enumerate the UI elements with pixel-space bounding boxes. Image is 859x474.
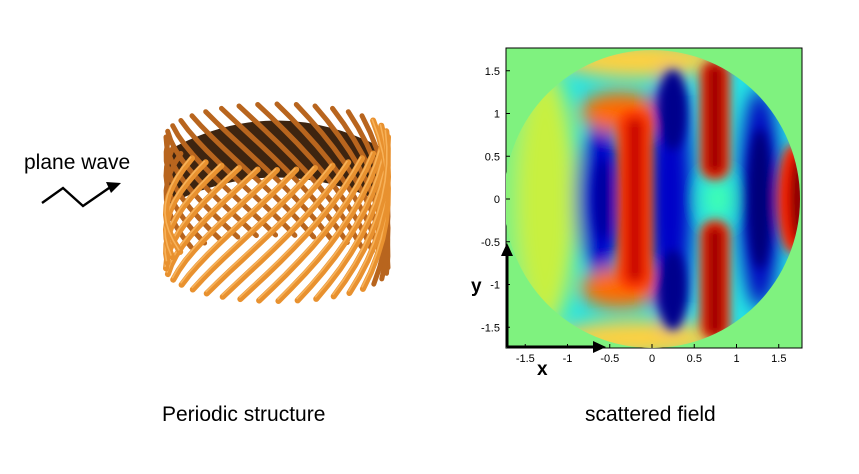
periodic-structure-illustration <box>162 101 392 304</box>
x-tick-label: 1 <box>733 353 739 365</box>
y-tick-label: 0 <box>494 194 500 206</box>
x-tick-label: 0.5 <box>687 353 702 365</box>
helical-strip <box>165 128 259 239</box>
x-arrow-head-icon <box>593 341 606 353</box>
right-caption: scattered field <box>585 403 716 426</box>
helical-strip <box>294 139 390 304</box>
helical-strip-highlight <box>164 156 192 251</box>
front-strips <box>162 117 392 304</box>
helical-strip-highlight <box>221 160 348 296</box>
scattered-field-plot: 1.5 1 0.5 0 -0.5 -1 -1.5 -1.5 -1 -0.5 0 0.5 1 1.5 <box>481 47 803 365</box>
helical-strip-highlight <box>205 163 333 293</box>
x-tick-label: 0 <box>649 353 655 365</box>
y-tick-label: -1.5 <box>481 322 500 334</box>
helical-strip-highlight <box>179 167 296 284</box>
helical-strip <box>219 159 352 300</box>
plot-ticks: 1.5 1 0.5 0 -0.5 -1 -1.5 -1.5 -1 -0.5 0 0.5 1 1.5 <box>481 66 786 365</box>
y-axis-label: y <box>471 276 482 297</box>
helical-strip <box>203 162 336 297</box>
helical-strip-highlight <box>257 151 373 300</box>
x-tick-label: -1.5 <box>516 353 535 365</box>
helical-strip-highlight <box>332 129 388 296</box>
left-caption: Periodic structure <box>162 403 326 426</box>
x-axis-label: x <box>537 359 548 380</box>
helical-strip <box>256 150 377 304</box>
field-disk <box>506 50 800 348</box>
y-tick-label: 0.5 <box>485 151 500 163</box>
y-tick-label: -0.5 <box>481 237 500 249</box>
helical-strip <box>237 155 365 303</box>
helical-strip <box>219 105 350 245</box>
helical-strip-highlight <box>276 146 382 301</box>
x-tick-label: -0.5 <box>600 353 619 365</box>
plane-wave-arrow-icon <box>41 182 121 208</box>
axis-arrows <box>501 243 606 353</box>
x-tick-label: -1 <box>563 353 573 365</box>
plane-wave-label: plane wave <box>24 151 131 174</box>
helical-strip-highlight <box>296 141 387 300</box>
y-tick-label: -1 <box>490 280 500 292</box>
y-tick-label: 1 <box>494 109 500 121</box>
helical-strip <box>330 128 391 300</box>
y-tick-label: 1.5 <box>485 66 500 78</box>
x-tick-label: 1.5 <box>771 353 786 365</box>
helical-strip-highlight <box>171 167 277 279</box>
helical-strip-highlight <box>191 165 315 289</box>
helical-strip-highlight <box>238 156 362 299</box>
helical-strip <box>275 145 385 304</box>
helical-strip <box>189 165 318 293</box>
helical-strip <box>178 166 300 288</box>
y-arrow-head-icon <box>501 243 513 256</box>
helical-strip <box>170 167 280 283</box>
